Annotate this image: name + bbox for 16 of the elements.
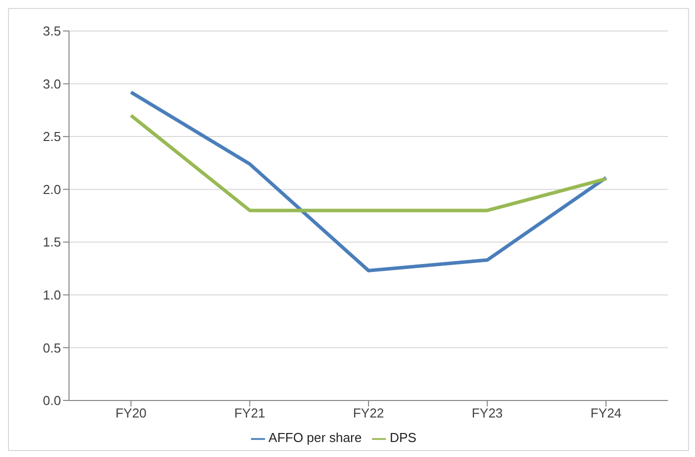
- x-tick-label: FY20: [115, 406, 147, 421]
- x-tick-label: FY23: [472, 406, 503, 421]
- y-tick-label: 3.0: [42, 76, 61, 92]
- y-tick-label: 2.0: [42, 182, 61, 197]
- legend-label: AFFO per share: [268, 430, 362, 446]
- x-tick-label: FY22: [352, 406, 384, 421]
- y-tick-label: 0.5: [42, 340, 61, 356]
- y-tick-label: 1.0: [42, 288, 61, 302]
- x-tick-label: FY21: [234, 406, 266, 421]
- y-tick-label: 3.5: [42, 24, 61, 39]
- y-tick-label: 2.5: [42, 129, 61, 144]
- y-tick-label: 1.5: [42, 234, 61, 250]
- y-tick-label: 0.0: [42, 393, 61, 408]
- x-tick-label: FY24: [590, 406, 622, 421]
- legend-label: DPS: [390, 430, 416, 446]
- line-series: [129, 90, 608, 272]
